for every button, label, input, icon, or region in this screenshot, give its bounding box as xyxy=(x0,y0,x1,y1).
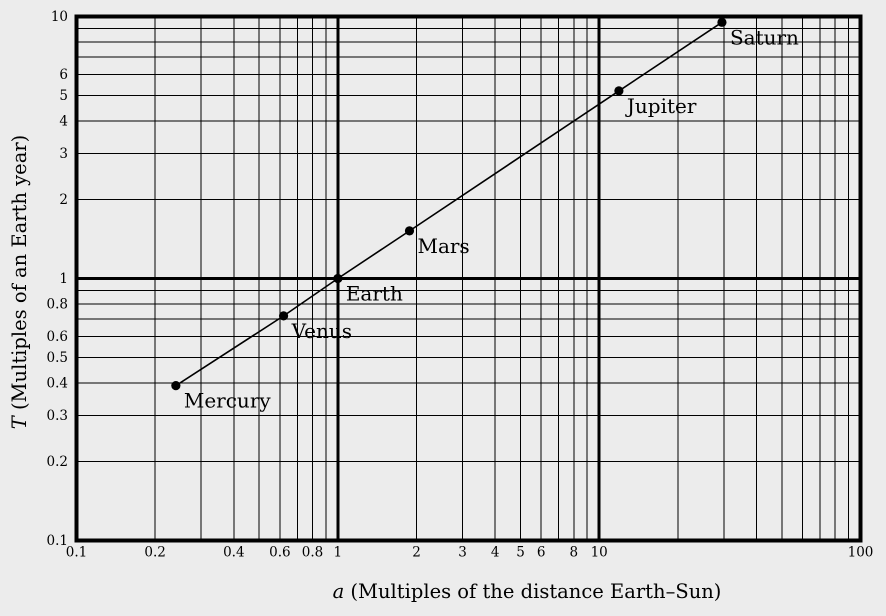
y-tick-label-4: 4 xyxy=(59,113,68,129)
data-point-jupiter xyxy=(614,86,624,96)
y-tick-label-0.8: 0.8 xyxy=(47,296,68,312)
point-label-venus: Venus xyxy=(291,319,352,343)
y-tick-label-6: 6 xyxy=(59,67,68,83)
point-label-saturn: Saturn xyxy=(730,25,799,49)
plot-border-rect xyxy=(74,14,863,543)
x-axis-title-text: a (Multiples of the distance Earth–Sun) xyxy=(333,580,722,603)
data-point-earth xyxy=(333,273,343,284)
point-label-mercury: Mercury xyxy=(184,389,272,413)
y-tick-label-5: 5 xyxy=(59,88,68,104)
x-tick-label-5: 5 xyxy=(516,545,525,561)
point-labels: Mercury Venus Earth Mars Jupiter Saturn xyxy=(184,25,799,412)
x-tick-label-3: 3 xyxy=(458,545,467,561)
point-label-earth: Earth xyxy=(346,282,403,306)
y-tick-label-0.2: 0.2 xyxy=(47,454,68,470)
x-tick-labels: 0.1 0.2 0.4 0.6 0.8 1 2 3 4 5 6 8 10 100 xyxy=(66,545,874,561)
x-axis-title-rest: (Multiples of the distance Earth–Sun) xyxy=(344,580,721,603)
x-tick-label-4: 4 xyxy=(491,545,500,561)
data-point-mercury xyxy=(171,381,181,391)
y-tick-label-0.3: 0.3 xyxy=(47,408,68,424)
y-axis-title: T (Multiples of an Earth year) xyxy=(8,135,31,430)
x-tick-label-0.8: 0.8 xyxy=(302,545,323,561)
y-axis-variable: T xyxy=(8,414,31,429)
data-points xyxy=(171,17,727,391)
y-tick-label-2: 2 xyxy=(59,192,68,208)
x-tick-label-0.1: 0.1 xyxy=(66,545,87,561)
data-point-mars xyxy=(404,226,415,236)
x-tick-label-1: 1 xyxy=(334,545,343,561)
y-tick-label-0.5: 0.5 xyxy=(47,350,68,366)
data-line xyxy=(175,21,723,387)
y-tick-label-0.1: 0.1 xyxy=(47,533,68,549)
x-tick-label-10: 10 xyxy=(591,545,608,561)
x-tick-label-0.2: 0.2 xyxy=(144,545,165,561)
x-axis-title: a (Multiples of the distance Earth–Sun) xyxy=(333,580,722,603)
y-tick-label-1: 1 xyxy=(59,271,68,287)
data-point-saturn xyxy=(717,17,727,27)
x-tick-label-100: 100 xyxy=(848,545,874,561)
y-tick-label-10: 10 xyxy=(51,9,68,25)
point-label-mars: Mars xyxy=(417,234,469,258)
y-axis-title-rest: (Multiples of an Earth year) xyxy=(8,135,31,417)
x-tick-label-2: 2 xyxy=(412,545,421,561)
y-tick-label-3: 3 xyxy=(59,146,68,162)
x-axis-variable: a xyxy=(333,580,345,603)
x-tick-label-0.6: 0.6 xyxy=(269,545,290,561)
y-tick-label-0.4: 0.4 xyxy=(47,375,68,391)
series-line-planets xyxy=(175,21,723,387)
x-tick-label-6: 6 xyxy=(537,545,546,561)
plot-border xyxy=(74,14,863,543)
y-axis-title-text: T (Multiples of an Earth year) xyxy=(8,135,31,430)
x-tick-label-8: 8 xyxy=(570,545,579,561)
y-tick-label-0.6: 0.6 xyxy=(47,329,68,345)
x-tick-label-0.4: 0.4 xyxy=(223,545,244,561)
point-label-jupiter: Jupiter xyxy=(625,94,697,118)
y-tick-labels: 10 6 5 4 3 2 1 0.8 0.6 0.5 0.4 0.3 0.2 0.1 xyxy=(47,9,68,549)
data-point-venus xyxy=(278,311,289,321)
